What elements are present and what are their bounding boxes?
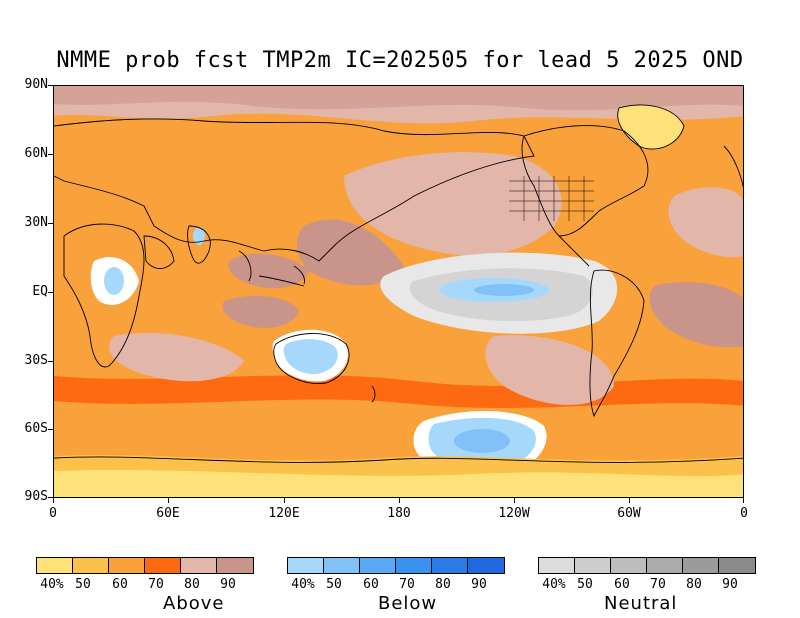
legend-below-colorbar (287, 557, 505, 576)
legend-tick-label: 80 (435, 577, 451, 592)
legend-tick-label: 50 (326, 577, 342, 592)
legend-tick-label: 90 (471, 577, 487, 592)
lon-tick (743, 498, 744, 503)
legend-tick-label: 60 (112, 577, 128, 592)
legend-swatch (287, 557, 324, 574)
legend-neutral-label: Neutral (604, 593, 678, 614)
lat-tick (48, 85, 53, 86)
lon-label: 180 (387, 506, 411, 521)
legend-neutral-colorbar (538, 557, 756, 576)
legend-tick-label: 60 (363, 577, 379, 592)
legend-above-label: Above (163, 593, 225, 614)
lat-label: 90S (24, 489, 48, 504)
lon-tick (399, 498, 400, 503)
lon-label: 0 (49, 506, 57, 521)
lat-tick (48, 497, 53, 498)
lat-label: 60S (24, 421, 48, 436)
legend-tick-label: 40% (542, 577, 566, 592)
chart-title: NMME prob fcst TMP2m IC=202505 for lead … (56, 48, 744, 73)
lat-label: 60N (24, 146, 48, 161)
legend-swatch (144, 557, 181, 574)
legend-tick-label: 50 (75, 577, 91, 592)
legend-tick-label: 80 (686, 577, 702, 592)
legend-swatch (395, 557, 432, 574)
legend-swatch (682, 557, 719, 574)
lon-label: 120W (498, 506, 530, 521)
legend-tick-label: 80 (184, 577, 200, 592)
legend-tick-label: 60 (614, 577, 630, 592)
legend-swatch (431, 557, 468, 574)
legend-swatch (36, 557, 73, 574)
lon-tick (168, 498, 169, 503)
lat-tick (48, 154, 53, 155)
legend-tick-label: 40% (291, 577, 315, 592)
lon-tick (53, 498, 54, 503)
legend-swatch (610, 557, 647, 574)
legend-swatch (718, 557, 756, 574)
legend-below-label: Below (378, 593, 438, 614)
legend-tick-label: 70 (650, 577, 666, 592)
lon-label: 60W (617, 506, 641, 521)
legend-tick-label: 40% (40, 577, 64, 592)
probability-map (53, 85, 744, 498)
legend-tick-label: 90 (220, 577, 236, 592)
lon-tick (629, 498, 630, 503)
legend-above-colorbar (36, 557, 254, 576)
lat-tick (48, 223, 53, 224)
legend-swatch (180, 557, 217, 574)
legend-swatch (108, 557, 145, 574)
lat-label: 30N (24, 215, 48, 230)
legend-tick-label: 70 (148, 577, 164, 592)
lat-tick (48, 361, 53, 362)
lat-tick (48, 429, 53, 430)
lat-label: 30S (24, 353, 48, 368)
lat-label: EQ (32, 284, 48, 299)
lon-label: 0 (740, 506, 748, 521)
lon-label: 60E (156, 506, 180, 521)
lat-label: 90N (24, 77, 48, 92)
legend-swatch (574, 557, 611, 574)
lon-tick (514, 498, 515, 503)
legend-tick-label: 70 (399, 577, 415, 592)
legend-swatch (538, 557, 575, 574)
legend-swatch (323, 557, 360, 574)
legend-swatch (359, 557, 396, 574)
lon-label: 120E (268, 506, 300, 521)
legend-swatch (216, 557, 254, 574)
lon-tick (284, 498, 285, 503)
map-canvas (54, 86, 743, 497)
legend-tick-label: 50 (577, 577, 593, 592)
lat-tick (48, 292, 53, 293)
legend-swatch (72, 557, 109, 574)
legend-swatch (467, 557, 505, 574)
legend-swatch (646, 557, 683, 574)
legend-tick-label: 90 (722, 577, 738, 592)
